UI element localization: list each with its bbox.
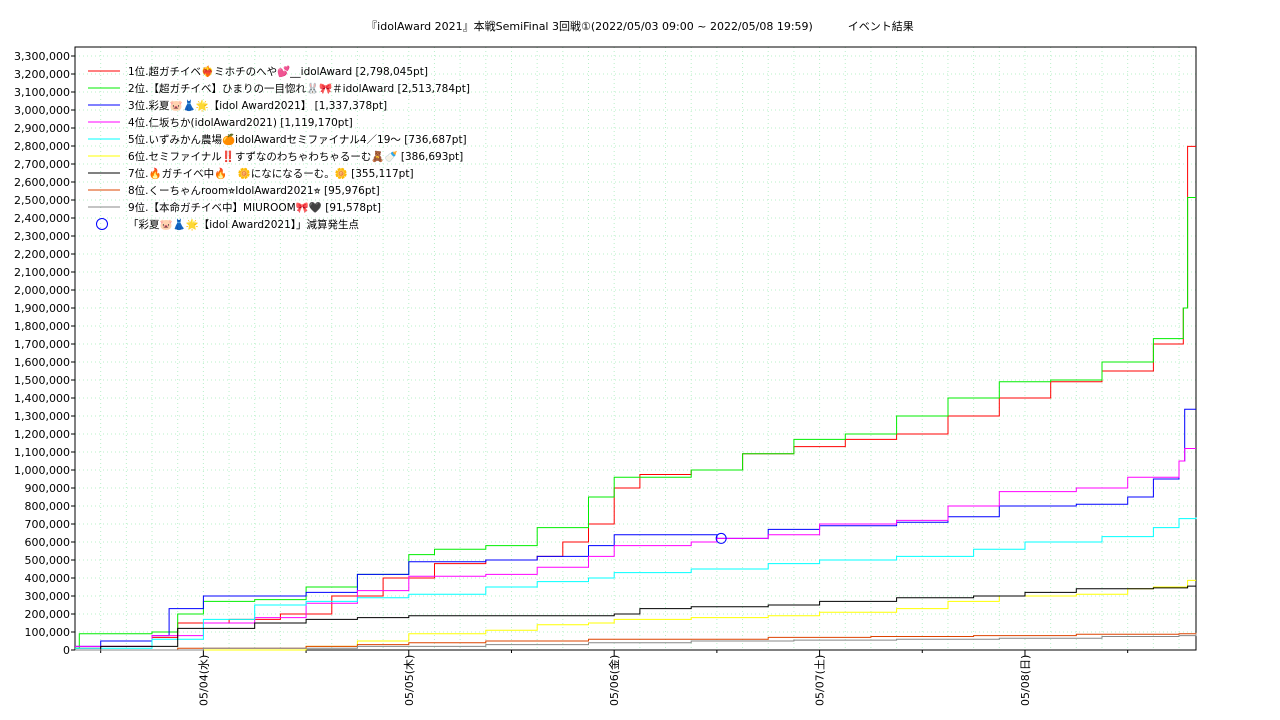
- legend-entry-5: 5位.いずみかん農場🍊idolAwardセミファイナル4／19〜 [736,68…: [128, 133, 467, 146]
- chart-title: 『idolAward 2021』本戦SemiFinal 3回戦①(2022/05…: [366, 20, 914, 33]
- y-tick-label: 100,000: [25, 626, 71, 639]
- y-tick-label: 2,400,000: [14, 212, 70, 225]
- legend-marker-swatch: [96, 218, 108, 230]
- y-tick-label: 900,000: [25, 482, 71, 495]
- x-tick-label: 05/08(日): [1019, 655, 1032, 706]
- legend-entry-9: 9位.【本命ガチイベ中】MIUROOM🎀🖤 [91,578pt]: [128, 201, 381, 214]
- y-tick-label: 0: [63, 644, 70, 657]
- x-tick-label: 05/04(水): [197, 655, 210, 706]
- y-tick-label: 2,000,000: [14, 284, 70, 297]
- y-tick-label: 3,300,000: [14, 50, 70, 63]
- y-tick-label: 800,000: [25, 500, 71, 513]
- legend-entry-3: 3位.彩夏🐷👗🌟【idol Award2021】 [1,337,378pt]: [128, 99, 387, 112]
- y-tick-label: 1,200,000: [14, 428, 70, 441]
- y-tick-label: 2,300,000: [14, 230, 70, 243]
- legend-entry-6: 6位.セミファイナル‼️すずなのわちゃわちゃるーむ🧸🍼 [386,693pt]: [128, 150, 463, 163]
- y-tick-label: 2,200,000: [14, 248, 70, 261]
- y-tick-label: 700,000: [25, 518, 71, 531]
- y-tick-label: 3,000,000: [14, 104, 70, 117]
- y-tick-label: 300,000: [25, 590, 71, 603]
- x-tick-label: 05/05(木): [403, 655, 416, 706]
- y-tick-label: 1,300,000: [14, 410, 70, 423]
- series-line-6: [75, 579, 1196, 651]
- y-tick-label: 3,100,000: [14, 86, 70, 99]
- series-line-9: [75, 633, 1197, 651]
- y-tick-label: 400,000: [25, 572, 71, 585]
- series-line-7: [75, 585, 1196, 651]
- y-tick-label: 200,000: [25, 608, 71, 621]
- y-tick-label: 1,800,000: [14, 320, 70, 333]
- y-tick-label: 1,400,000: [14, 392, 70, 405]
- series-line-8: [75, 632, 1197, 651]
- x-tick-label: 05/06(金): [607, 655, 621, 706]
- y-tick-label: 1,100,000: [14, 446, 70, 459]
- y-tick-label: 600,000: [25, 536, 71, 549]
- y-tick-label: 1,900,000: [14, 302, 70, 315]
- y-tick-label: 2,100,000: [14, 266, 70, 279]
- y-tick-label: 1,700,000: [14, 338, 70, 351]
- legend-entry-2: 2位.【超ガチイベ】ひまりの一目惚れ🐰🎀＃idolAward [2,513,78…: [128, 82, 470, 95]
- legend-entry-marker: 「彩夏🐷👗🌟【idol Award2021】」減算発生点: [128, 218, 359, 231]
- series-line-3: [75, 408, 1196, 647]
- y-tick-label: 2,800,000: [14, 140, 70, 153]
- y-tick-label: 500,000: [25, 554, 71, 567]
- y-tick-label: 2,900,000: [14, 122, 70, 135]
- legend-entry-7: 7位.🔥ガチイベ中🔥 🌼になになるーむ。🌼 [355,117pt]: [128, 167, 414, 180]
- legend-entry-1: 1位.超ガチイベ❤️‍🔥ミホチのへや💕__idolAward [2,798,04…: [128, 65, 428, 78]
- series-line-4: [75, 448, 1196, 647]
- y-tick-label: 2,500,000: [14, 194, 70, 207]
- series-line-1: [75, 145, 1196, 649]
- plot-frame: [74, 46, 1197, 651]
- decrease-marker: [715, 532, 727, 544]
- legend-entry-4: 4位.仁坂ちか(idolAward2021) [1,119,170pt]: [128, 116, 353, 129]
- y-tick-label: 1,000,000: [14, 464, 70, 477]
- legend-entry-8: 8位.くーちゃんroom⭐︎IdolAward2021⭐︎ [95,976pt]: [128, 184, 380, 197]
- y-tick-label: 2,700,000: [14, 158, 70, 171]
- y-tick-label: 3,200,000: [14, 68, 70, 81]
- y-tick-label: 1,500,000: [14, 374, 70, 387]
- x-tick-label: 05/07(土): [814, 655, 827, 706]
- series-line-5: [75, 517, 1197, 649]
- y-tick-label: 2,600,000: [14, 176, 70, 189]
- y-tick-label: 1,600,000: [14, 356, 70, 369]
- series-line-2: [75, 197, 1196, 649]
